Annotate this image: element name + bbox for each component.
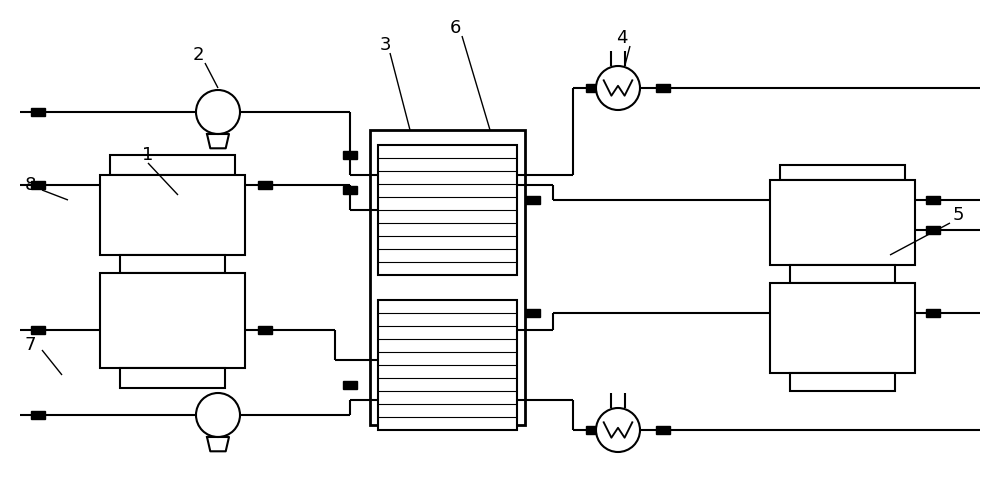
- Text: 1: 1: [142, 146, 154, 164]
- Text: 8: 8: [24, 176, 36, 194]
- Bar: [120, 368, 225, 388]
- Bar: [780, 165, 905, 180]
- Bar: [378, 300, 517, 430]
- Circle shape: [596, 66, 640, 110]
- Bar: [343, 151, 357, 159]
- Bar: [343, 381, 357, 389]
- Bar: [770, 283, 915, 373]
- Bar: [790, 373, 895, 391]
- Circle shape: [596, 408, 640, 452]
- Bar: [258, 181, 272, 189]
- Bar: [120, 255, 225, 273]
- Text: 4: 4: [616, 29, 628, 47]
- Bar: [526, 196, 540, 204]
- Text: 5: 5: [952, 206, 964, 224]
- Bar: [31, 181, 45, 189]
- Bar: [926, 226, 940, 234]
- Text: 3: 3: [379, 36, 391, 54]
- Circle shape: [196, 393, 240, 437]
- Bar: [31, 326, 45, 334]
- Bar: [100, 175, 245, 255]
- Text: 7: 7: [24, 336, 36, 354]
- Bar: [370, 130, 525, 425]
- Bar: [378, 145, 517, 275]
- Bar: [110, 155, 235, 175]
- Bar: [31, 411, 45, 419]
- Bar: [656, 426, 670, 434]
- Bar: [656, 84, 670, 92]
- Bar: [586, 426, 600, 434]
- Bar: [343, 186, 357, 194]
- Text: 2: 2: [192, 46, 204, 64]
- Bar: [100, 273, 245, 368]
- Bar: [790, 265, 895, 283]
- Bar: [31, 108, 45, 116]
- Bar: [770, 180, 915, 265]
- Bar: [926, 309, 940, 317]
- Text: 6: 6: [449, 19, 461, 37]
- Bar: [258, 326, 272, 334]
- Bar: [586, 84, 600, 92]
- Circle shape: [196, 90, 240, 134]
- Bar: [926, 196, 940, 204]
- Bar: [526, 309, 540, 317]
